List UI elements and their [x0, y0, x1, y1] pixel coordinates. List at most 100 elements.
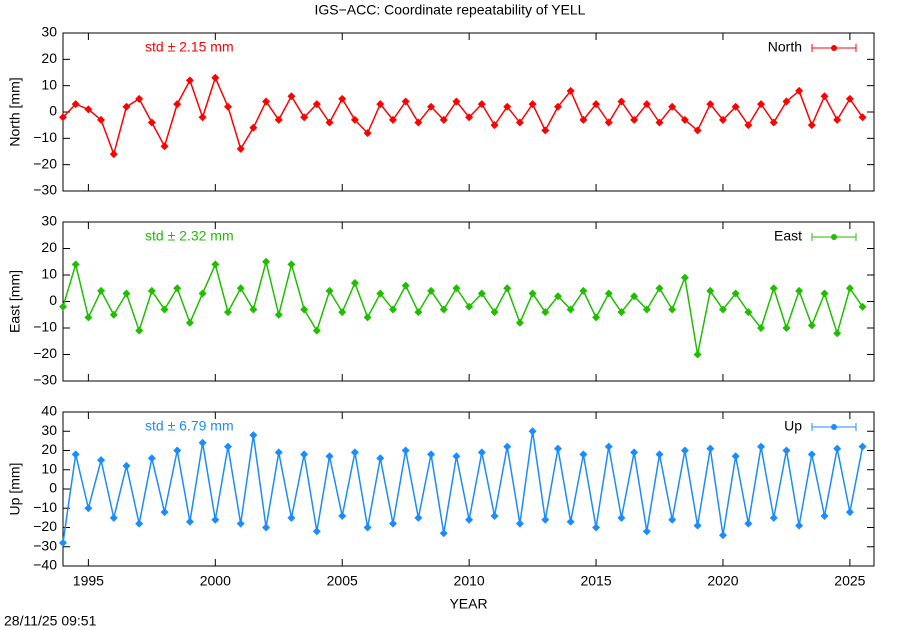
data-point: [147, 118, 156, 127]
data-point: [490, 121, 499, 130]
data-point: [718, 305, 727, 314]
timestamp: 28/11/25 09:51: [4, 613, 97, 629]
data-point: [97, 115, 106, 124]
data-point: [325, 118, 334, 127]
data-point: [338, 511, 347, 520]
data-point: [147, 286, 156, 295]
data-point: [769, 118, 778, 127]
data-point: [515, 118, 524, 127]
data-point: [541, 515, 550, 524]
data-point: [642, 527, 651, 536]
data-point: [833, 444, 842, 453]
data-point: [630, 292, 639, 301]
data-point: [820, 511, 829, 520]
data-point: [312, 527, 321, 536]
data-point: [185, 76, 194, 85]
data-point: [71, 260, 80, 269]
data-point: [782, 446, 791, 455]
data-point: [541, 126, 550, 135]
data-point: [731, 452, 740, 461]
data-point: [274, 115, 283, 124]
y-tick-label: 40: [41, 403, 57, 419]
data-point: [97, 286, 106, 295]
data-point: [769, 513, 778, 522]
data-point: [185, 318, 194, 327]
data-point: [744, 519, 753, 528]
data-point: [592, 523, 601, 532]
data-point: [566, 305, 575, 314]
data-point: [350, 278, 359, 287]
data-point: [109, 310, 118, 319]
data-point: [401, 97, 410, 106]
data-point: [71, 100, 80, 109]
data-point: [503, 284, 512, 293]
data-point: [173, 446, 182, 455]
data-point: [795, 521, 804, 530]
data-point: [604, 442, 613, 451]
data-point: [553, 444, 562, 453]
data-point: [553, 292, 562, 301]
data-point: [807, 450, 816, 459]
data-point: [427, 102, 436, 111]
data-point: [223, 102, 232, 111]
data-point: [592, 313, 601, 322]
data-point: [744, 121, 753, 130]
data-point: [795, 286, 804, 295]
legend-label: East: [774, 228, 802, 244]
data-point: [604, 289, 613, 298]
data-point: [642, 305, 651, 314]
data-point: [287, 513, 296, 522]
data-point: [84, 504, 93, 513]
y-tick-label: −10: [33, 319, 57, 335]
data-point: [528, 100, 537, 109]
data-point: [655, 118, 664, 127]
data-point: [807, 121, 816, 130]
data-point: [680, 273, 689, 282]
data-point: [858, 113, 867, 122]
data-point: [858, 302, 867, 311]
data-point: [477, 289, 486, 298]
plot-frame: [62, 221, 875, 382]
data-point: [363, 313, 372, 322]
data-point: [706, 286, 715, 295]
data-point: [109, 150, 118, 159]
data-point: [211, 260, 220, 269]
y-axis-label: Up [mm]: [7, 463, 23, 516]
y-tick-label: −20: [33, 518, 57, 534]
data-point: [59, 302, 67, 311]
data-point: [731, 102, 740, 111]
data-point: [820, 289, 829, 298]
x-tick-label: 2010: [454, 573, 485, 589]
data-point: [427, 450, 436, 459]
data-point: [566, 86, 575, 95]
data-point: [274, 448, 283, 457]
data-point: [515, 318, 524, 327]
data-point: [71, 450, 80, 459]
data-point: [528, 289, 537, 298]
data-point: [452, 452, 461, 461]
data-point: [262, 523, 271, 532]
legend-label: North: [768, 39, 802, 55]
data-point: [388, 519, 397, 528]
data-point: [287, 92, 296, 101]
data-point: [363, 129, 372, 138]
y-tick-label: 20: [41, 441, 57, 457]
data-point: [249, 123, 258, 132]
legend-marker: [831, 234, 837, 240]
data-point: [173, 284, 182, 293]
data-point: [553, 102, 562, 111]
data-point: [452, 284, 461, 293]
data-point: [325, 452, 334, 461]
y-tick-label: 0: [49, 292, 57, 308]
data-point: [757, 100, 766, 109]
data-point: [731, 289, 740, 298]
data-point: [642, 100, 651, 109]
data-point: [84, 105, 93, 114]
data-point: [122, 289, 131, 298]
data-point: [401, 281, 410, 290]
data-point: [376, 289, 385, 298]
data-point: [718, 115, 727, 124]
y-tick-label: −20: [33, 155, 57, 171]
data-point: [338, 94, 347, 103]
